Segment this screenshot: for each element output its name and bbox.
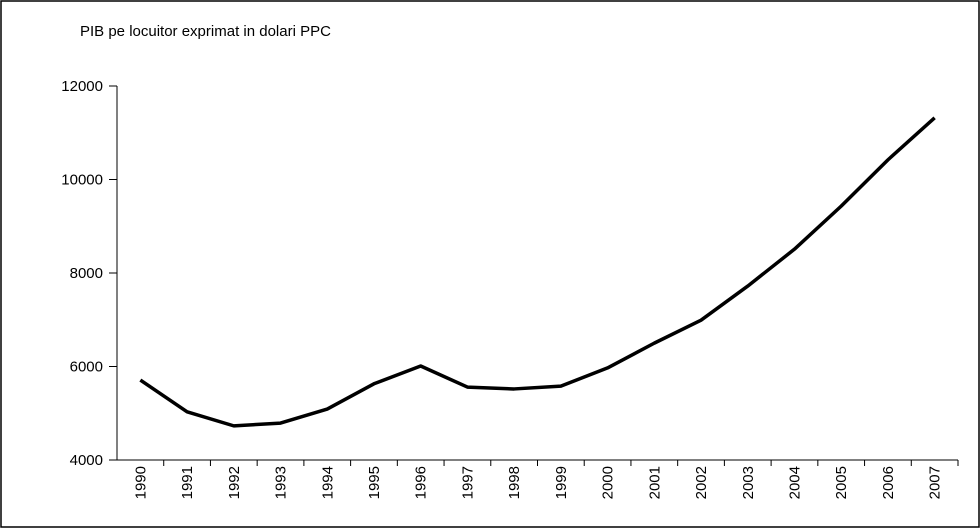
x-tick-label: 1998 [506,466,523,499]
chart-title: PIB pe locuitor exprimat in dolari PPC [80,23,331,40]
x-tick-label: 1993 [273,466,290,499]
y-tick-label: 4000 [70,452,103,469]
x-tick-label: 1991 [179,466,196,499]
x-tick-label: 2000 [600,466,617,499]
x-tick-label: 1996 [413,466,430,499]
x-tick-label: 2001 [646,466,663,499]
y-tick-label: 6000 [70,359,103,376]
x-tick-label: 2002 [693,466,710,499]
x-tick-label: 1990 [132,466,149,499]
y-tick-label: 10000 [61,172,103,189]
x-tick-label: 1995 [366,466,383,499]
x-tick-label: 2006 [880,466,897,499]
y-tick-label: 8000 [70,265,103,282]
y-tick-label: 12000 [61,78,103,95]
x-tick-label: 1994 [319,466,336,499]
x-tick-label: 1999 [553,466,570,499]
data-line [139,116,936,428]
x-tick-label: 2007 [927,466,944,499]
x-tick-label: 2004 [786,466,803,499]
x-tick-label: 1992 [226,466,243,499]
x-tick-label: 2005 [833,466,850,499]
x-tick-label: 2003 [740,466,757,499]
x-tick-label: 1997 [459,466,476,499]
